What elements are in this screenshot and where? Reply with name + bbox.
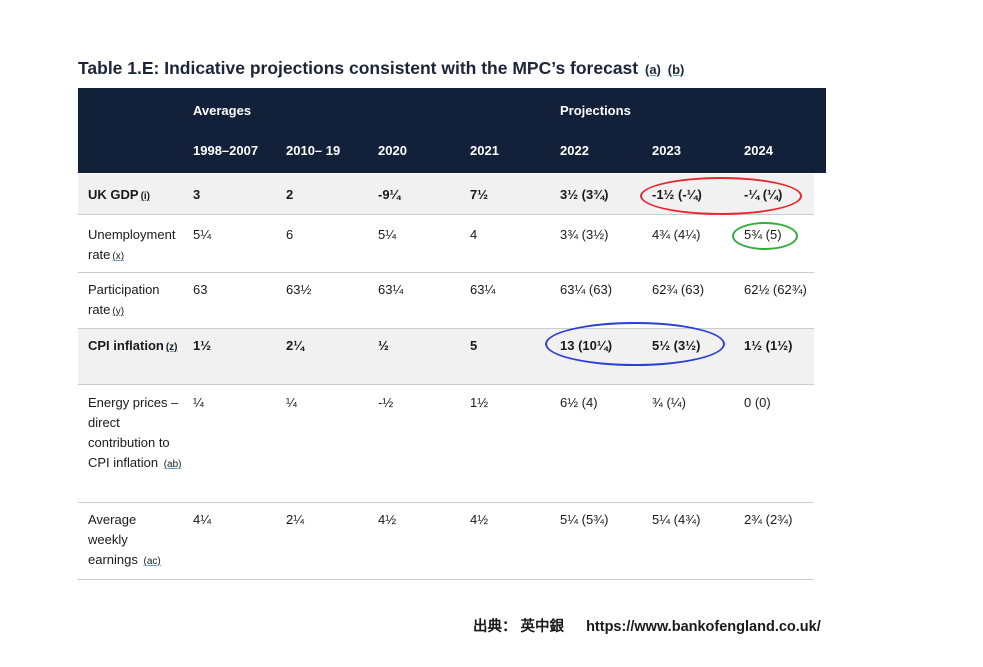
table-row-participation: Participation rate (y) 63 63½ 63¼ 63¼ 63¼… (78, 273, 814, 329)
header-year-2020: 2020 (378, 143, 407, 158)
cell-unemployment-2020: 5¼ (378, 227, 397, 242)
cell-participation-2024: 62½ (62¾) (744, 282, 807, 297)
source-label: 出典： 英中銀 (473, 619, 565, 635)
cell-earnings-2023: 5¼ (4¾) (652, 512, 701, 527)
ref-y[interactable]: (y) (112, 306, 125, 317)
row-label-energy-prices: Energy prices – direct contribution to C… (88, 395, 182, 470)
cell-uk-gdp-1998-2007: 3 (193, 187, 201, 202)
row-label-participation: Participation rate (y) (88, 282, 160, 317)
title-ref-a[interactable]: (a) (645, 62, 661, 77)
row-label-unemployment: Unemployment rate (x) (88, 227, 176, 262)
ref-x[interactable]: (x) (112, 251, 125, 262)
cell-unemployment-2021: 4 (470, 227, 478, 242)
cell-uk-gdp-2022: 3½ (3¾) (560, 187, 609, 202)
cell-unemployment-1998-2007: 5¼ (193, 227, 212, 242)
cell-energy-2021: 1½ (470, 395, 489, 410)
cell-earnings-1998-2007: 4¼ (193, 512, 212, 527)
cell-earnings-2021: 4½ (470, 512, 489, 527)
cell-energy-2022: 6½ (4) (560, 395, 598, 410)
header-year-1998-2007: 1998–2007 (193, 143, 259, 158)
cell-participation-2020: 63¼ (378, 282, 404, 297)
table-row-average-weekly-earnings: Average weekly earnings (ac) 4¼ 2¼ 4½ 4½… (78, 503, 814, 580)
table-header: Averages Projections 1998–2007 2010– 19 … (78, 88, 826, 173)
green-highlight-oval (732, 222, 798, 250)
cell-earnings-2024: 2¾ (2¾) (744, 512, 793, 527)
cell-participation-1998-2007: 63 (193, 282, 208, 297)
ref-ac[interactable]: (ac) (143, 556, 161, 567)
cell-cpi-2010-19: 2¼ (286, 338, 305, 353)
cell-uk-gdp-2021: 7½ (470, 187, 489, 202)
source-note: 出典： 英中銀 https://www.bankofengland.co.uk/ (473, 615, 821, 636)
cell-earnings-2010-19: 2¼ (286, 512, 305, 527)
cell-unemployment-2010-19: 6 (286, 227, 294, 242)
cell-participation-2023: 62¾ (63) (652, 282, 705, 297)
cell-participation-2010-19: 63½ (286, 282, 312, 297)
row-label-uk-gdp: UK GDP (i) (88, 187, 151, 202)
header-year-2010-19: 2010– 19 (286, 143, 341, 158)
cell-earnings-2022: 5¼ (5¾) (560, 512, 609, 527)
header-projections: Projections (560, 103, 631, 118)
cell-unemployment-2022: 3¾ (3½) (560, 227, 609, 242)
title-ref-b[interactable]: (b) (667, 62, 685, 77)
table-title: Table 1.E: Indicative projections consis… (78, 58, 684, 79)
source-url[interactable]: https://www.bankofengland.co.uk/ (586, 619, 821, 635)
header-year-2022: 2022 (560, 143, 589, 158)
cell-energy-1998-2007: ¼ (193, 395, 204, 410)
cell-cpi-2020: ½ (378, 338, 389, 353)
cell-cpi-2021: 5 (470, 338, 478, 353)
cell-uk-gdp-2010-19: 2 (286, 187, 294, 202)
cell-uk-gdp-2020: -9¼ (378, 187, 401, 202)
cell-energy-2020: -½ (378, 395, 394, 410)
cell-unemployment-2023: 4¾ (4¼) (652, 227, 701, 242)
cell-participation-2022: 63¼ (63) (560, 282, 613, 297)
cell-earnings-2020: 4½ (378, 512, 397, 527)
red-highlight-oval (640, 177, 802, 215)
row-label-average-weekly-earnings: Average weekly earnings (ac) (88, 512, 161, 567)
header-averages: Averages (193, 103, 252, 118)
row-label-cpi-inflation: CPI inflation (z) (88, 338, 178, 353)
header-year-2023: 2023 (652, 143, 681, 158)
table-row-energy-prices: Energy prices – direct contribution to C… (78, 385, 814, 503)
cell-energy-2010-19: ¼ (286, 395, 297, 410)
cell-cpi-2024: 1½ (1½) (744, 338, 793, 353)
table-title-text: Table 1.E: Indicative projections consis… (78, 58, 639, 78)
ref-ab[interactable]: (ab) (163, 459, 182, 470)
header-year-2024: 2024 (744, 143, 773, 158)
table-row-unemployment: Unemployment rate (x) 5¼ 6 5¼ 4 3¾ (3½) 4… (78, 215, 814, 273)
cell-cpi-1998-2007: 1½ (193, 338, 212, 353)
blue-highlight-oval (545, 322, 725, 366)
header-year-2021: 2021 (470, 143, 499, 158)
ref-z[interactable]: (z) (165, 342, 178, 353)
cell-participation-2021: 63¼ (470, 282, 496, 297)
ref-i[interactable]: (i) (140, 191, 151, 202)
cell-energy-2024: 0 (0) (744, 395, 771, 410)
cell-energy-2023: ¾ (¼) (652, 395, 686, 410)
